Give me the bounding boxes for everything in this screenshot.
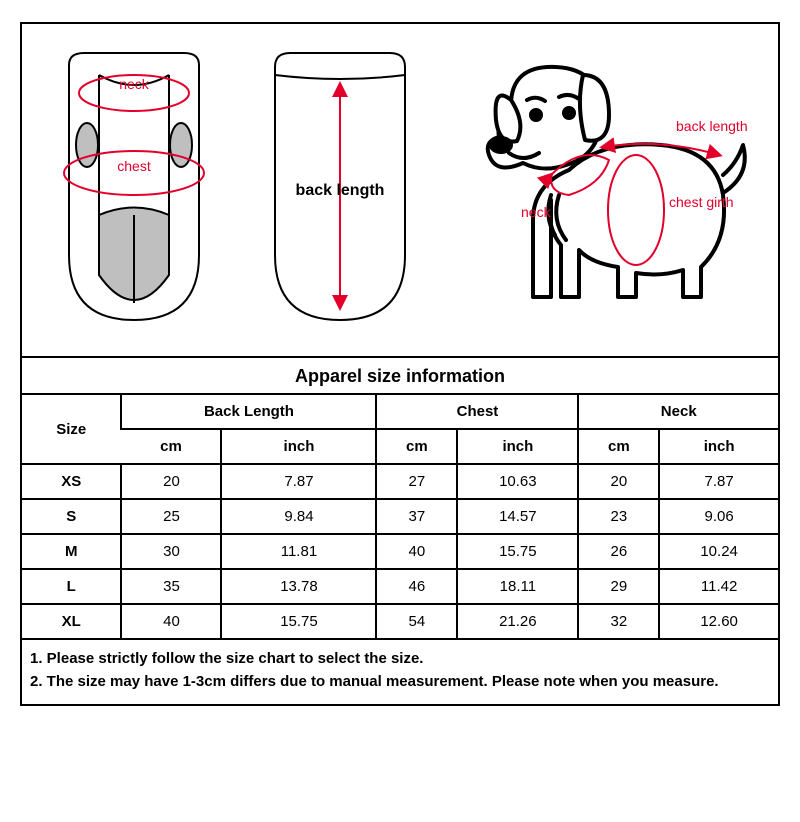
- cell-value: 18.11: [457, 569, 578, 604]
- dog-neck-label: neck: [521, 204, 552, 220]
- diagram-row: neck chest back length: [22, 24, 778, 356]
- cell-value: 11.42: [659, 569, 778, 604]
- col-back: Back Length: [121, 394, 376, 429]
- cell-value: 7.87: [221, 464, 376, 499]
- cell-value: 37: [376, 499, 457, 534]
- cell-value: 14.57: [457, 499, 578, 534]
- notes: 1. Please strictly follow the size chart…: [22, 638, 778, 704]
- note-1: 1. Please strictly follow the size chart…: [30, 648, 770, 669]
- cell-value: 9.06: [659, 499, 778, 534]
- dog-diagram: neck back length chest girth: [451, 45, 761, 335]
- vest-neck-label: neck: [119, 76, 150, 92]
- cell-value: 54: [376, 604, 457, 638]
- col-chest: Chest: [376, 394, 578, 429]
- table-row: L3513.784618.112911.42: [22, 569, 778, 604]
- dog-back-length-label: back length: [676, 118, 748, 134]
- unit-inch: inch: [457, 429, 578, 464]
- cell-value: 9.84: [221, 499, 376, 534]
- cell-value: 23: [578, 499, 659, 534]
- cell-value: 26: [578, 534, 659, 569]
- table-row: XS207.872710.63207.87: [22, 464, 778, 499]
- table-title: Apparel size information: [22, 356, 778, 393]
- cell-value: 27: [376, 464, 457, 499]
- unit-inch: inch: [659, 429, 778, 464]
- size-chart-frame: neck chest back length: [20, 22, 780, 706]
- cell-value: 20: [121, 464, 221, 499]
- table-row: S259.843714.57239.06: [22, 499, 778, 534]
- unit-cm: cm: [121, 429, 221, 464]
- cell-size: XS: [22, 464, 121, 499]
- cell-value: 29: [578, 569, 659, 604]
- cell-value: 25: [121, 499, 221, 534]
- vest-chest-label: chest: [117, 158, 151, 174]
- cell-value: 13.78: [221, 569, 376, 604]
- cell-size: XL: [22, 604, 121, 638]
- vest-back-diagram: back length: [255, 45, 425, 335]
- note-2: 2. The size may have 1-3cm differs due t…: [30, 671, 770, 692]
- table-row: M3011.814015.752610.24: [22, 534, 778, 569]
- cell-value: 7.87: [659, 464, 778, 499]
- cell-value: 11.81: [221, 534, 376, 569]
- cell-value: 20: [578, 464, 659, 499]
- cell-size: M: [22, 534, 121, 569]
- back-length-label: back length: [296, 182, 385, 199]
- col-size: Size: [22, 394, 121, 464]
- size-table-body: XS207.872710.63207.87S259.843714.57239.0…: [22, 464, 778, 638]
- cell-value: 30: [121, 534, 221, 569]
- cell-value: 15.75: [457, 534, 578, 569]
- cell-size: S: [22, 499, 121, 534]
- cell-size: L: [22, 569, 121, 604]
- cell-value: 40: [376, 534, 457, 569]
- table-row: XL4015.755421.263212.60: [22, 604, 778, 638]
- unit-cm: cm: [376, 429, 457, 464]
- cell-value: 40: [121, 604, 221, 638]
- cell-value: 10.24: [659, 534, 778, 569]
- cell-value: 21.26: [457, 604, 578, 638]
- cell-value: 10.63: [457, 464, 578, 499]
- size-table: Size Back Length Chest Neck cm inch cm i…: [22, 393, 778, 638]
- vest-front-diagram: neck chest: [39, 45, 229, 335]
- unit-cm: cm: [578, 429, 659, 464]
- cell-value: 32: [578, 604, 659, 638]
- cell-value: 12.60: [659, 604, 778, 638]
- col-neck: Neck: [578, 394, 778, 429]
- cell-value: 35: [121, 569, 221, 604]
- dog-chest-girth-label: chest girth: [669, 194, 734, 210]
- unit-inch: inch: [221, 429, 376, 464]
- cell-value: 46: [376, 569, 457, 604]
- size-table-head: Size Back Length Chest Neck cm inch cm i…: [22, 394, 778, 464]
- cell-value: 15.75: [221, 604, 376, 638]
